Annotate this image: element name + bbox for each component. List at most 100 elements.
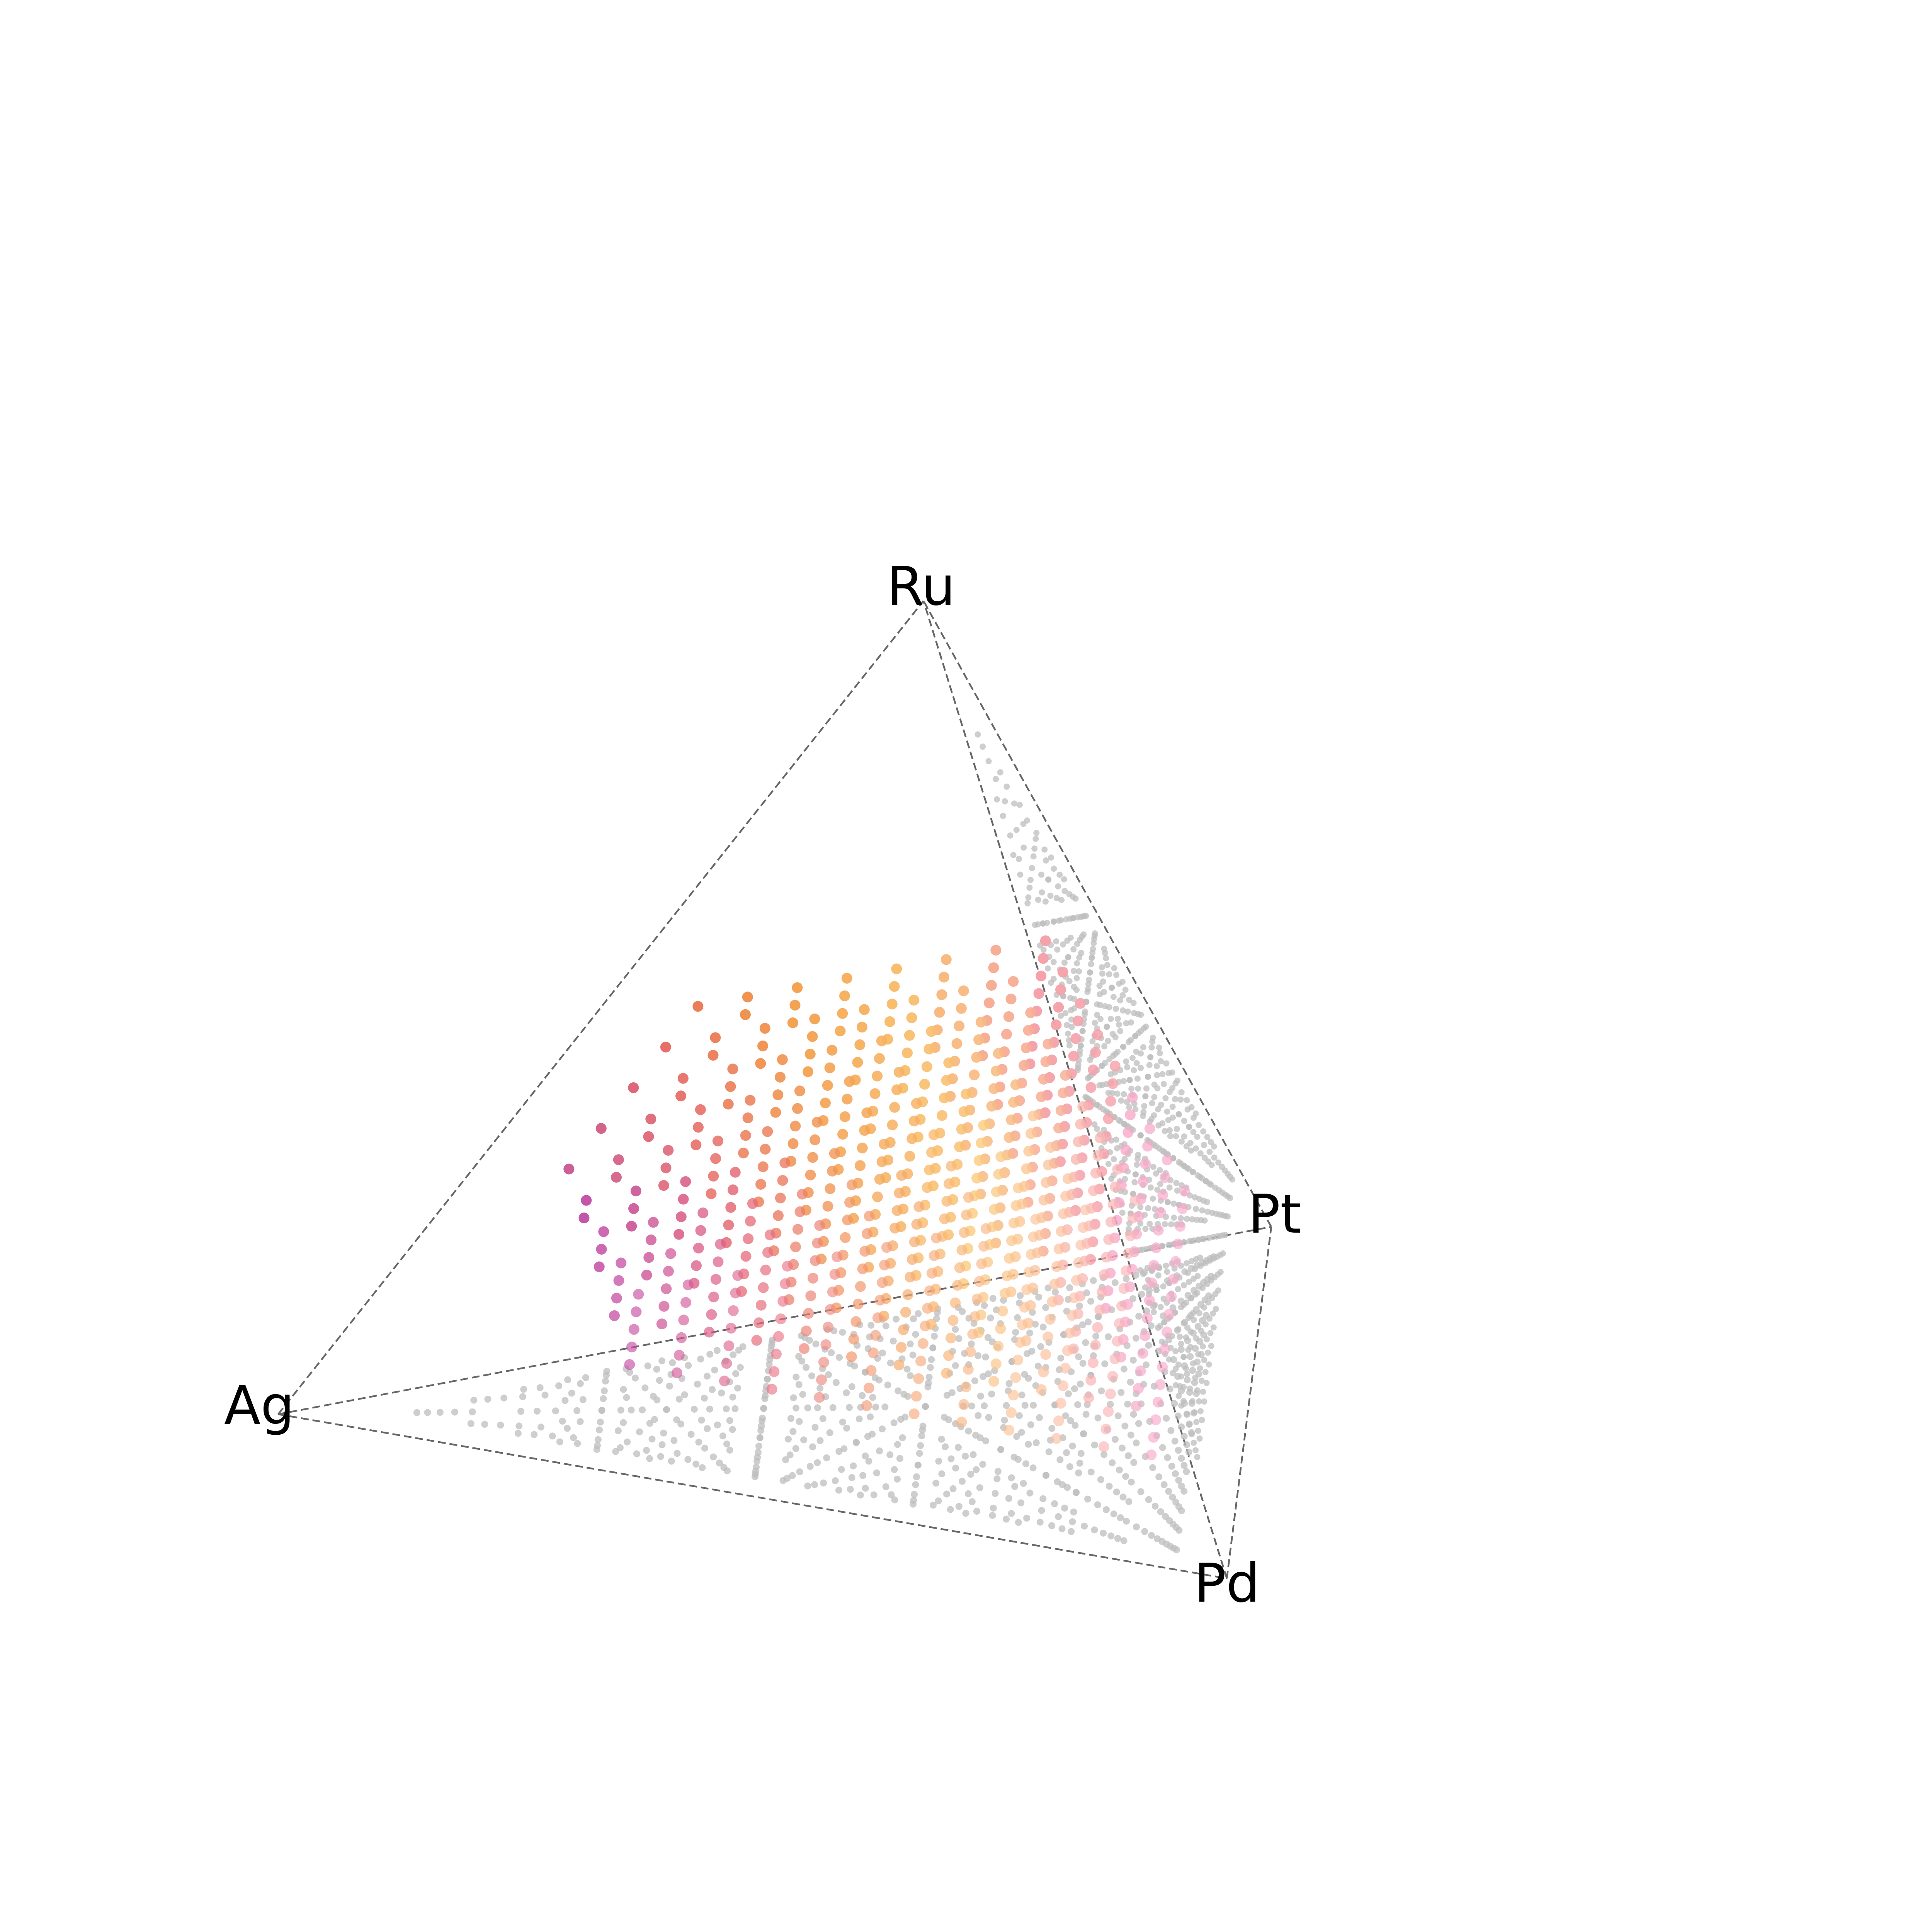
projection-point-base — [711, 1366, 718, 1374]
projection-point-base — [975, 1352, 982, 1359]
projection-point-base — [806, 1463, 814, 1470]
projection-point-base — [1036, 1414, 1043, 1421]
region-point — [922, 1303, 933, 1314]
projection-point-side — [1190, 1129, 1197, 1135]
region-point — [675, 1211, 687, 1222]
region-point — [1003, 1132, 1015, 1143]
projection-point-base — [910, 1500, 917, 1508]
projection-point-base — [541, 1391, 549, 1399]
projection-point-base — [932, 1480, 940, 1487]
projection-point-base — [1048, 1522, 1055, 1529]
projection-point-side — [1128, 1019, 1134, 1026]
region-point — [1155, 1379, 1166, 1390]
projection-point-side — [1207, 1330, 1214, 1336]
projection-point-side — [1128, 1085, 1135, 1092]
region-point — [1051, 1019, 1062, 1031]
projection-point-base — [729, 1426, 736, 1433]
projection-point-base — [537, 1423, 544, 1431]
region-point — [1179, 1185, 1190, 1197]
region-point — [782, 1260, 793, 1272]
region-point — [1122, 1127, 1134, 1138]
projection-point-side — [1183, 1260, 1190, 1267]
projection-point-base — [1109, 1459, 1116, 1466]
projection-point-base — [1084, 1495, 1091, 1503]
projection-point-side — [1195, 1236, 1202, 1243]
projection-point-side — [1204, 1208, 1211, 1215]
projection-point-side — [1061, 959, 1068, 966]
projection-point-base — [1180, 1433, 1188, 1440]
region-point — [1008, 1097, 1019, 1108]
projection-point-side — [1196, 1435, 1203, 1442]
region-point — [663, 1145, 674, 1156]
region-point — [1023, 1025, 1034, 1036]
region-point — [675, 1090, 686, 1102]
projection-point-base — [1082, 1411, 1090, 1418]
region-point — [665, 1248, 676, 1259]
projection-point-base — [847, 1486, 854, 1493]
region-point — [775, 1071, 786, 1083]
region-point — [926, 1026, 937, 1037]
projection-point-side — [1132, 1106, 1139, 1112]
projection-point-side — [994, 796, 1000, 803]
projection-point-side — [1193, 1206, 1199, 1212]
region-point — [770, 1107, 781, 1118]
projection-point-side — [1061, 888, 1068, 894]
edge-Ag-Pd — [278, 1413, 1227, 1580]
region-point — [822, 1201, 833, 1212]
region-point — [961, 1381, 971, 1393]
region-point — [811, 1117, 823, 1128]
region-point — [790, 1121, 801, 1132]
projection-point-base — [1166, 1385, 1173, 1393]
region-point — [896, 1170, 907, 1181]
projection-point-base — [673, 1416, 680, 1423]
projection-point-base — [992, 1490, 999, 1497]
region-point — [801, 1325, 812, 1337]
region-point — [596, 1244, 607, 1255]
projection-point-side — [1172, 1096, 1179, 1102]
projection-point-side — [1146, 1062, 1153, 1068]
projection-point-side — [1198, 1328, 1204, 1334]
region-point — [1038, 953, 1049, 964]
region-point — [1073, 1257, 1084, 1268]
projection-point-base — [812, 1340, 820, 1348]
region-point — [911, 1098, 922, 1109]
region-point — [1012, 1354, 1024, 1366]
projection-point-base — [636, 1428, 643, 1435]
vertex-label-Pd: Pd — [1194, 1552, 1260, 1614]
projection-point-side — [1102, 950, 1108, 956]
region-point — [827, 1286, 838, 1298]
projection-point-side — [1166, 1356, 1172, 1363]
projection-point-side — [1157, 1304, 1164, 1310]
region-point — [997, 1306, 1008, 1316]
region-point — [902, 1289, 913, 1300]
projection-point-base — [1092, 1333, 1100, 1340]
region-point — [872, 1191, 883, 1202]
region-point — [842, 1094, 853, 1105]
projection-point-base — [612, 1448, 619, 1455]
region-point — [755, 1058, 766, 1069]
region-point — [967, 1328, 978, 1340]
region-point — [988, 1376, 999, 1387]
projection-point-side — [1110, 994, 1117, 1000]
projection-point-base — [843, 1389, 850, 1396]
projection-point-side — [1169, 1085, 1176, 1091]
projection-point-side — [1156, 1050, 1163, 1056]
projection-point-base — [1184, 1376, 1191, 1384]
region-point — [1060, 1070, 1071, 1081]
projection-point-base — [1091, 1441, 1098, 1449]
projection-point-side — [1213, 1306, 1219, 1312]
projection-point-base — [1187, 1353, 1194, 1360]
projection-point-base — [1005, 1495, 1012, 1502]
projection-point-side — [1194, 1289, 1201, 1296]
projection-point-base — [894, 1475, 901, 1483]
projection-point-side — [1208, 1181, 1214, 1188]
projection-point-side — [1204, 1281, 1210, 1287]
region-point — [850, 1316, 862, 1327]
projection-point-base — [1051, 1500, 1058, 1507]
projection-point-side — [1138, 1028, 1144, 1034]
projection-point-side — [1147, 1054, 1154, 1061]
projection-point-base — [1082, 1339, 1089, 1346]
region-point — [1030, 1214, 1041, 1225]
region-point — [990, 945, 1002, 956]
region-point — [956, 1003, 967, 1014]
